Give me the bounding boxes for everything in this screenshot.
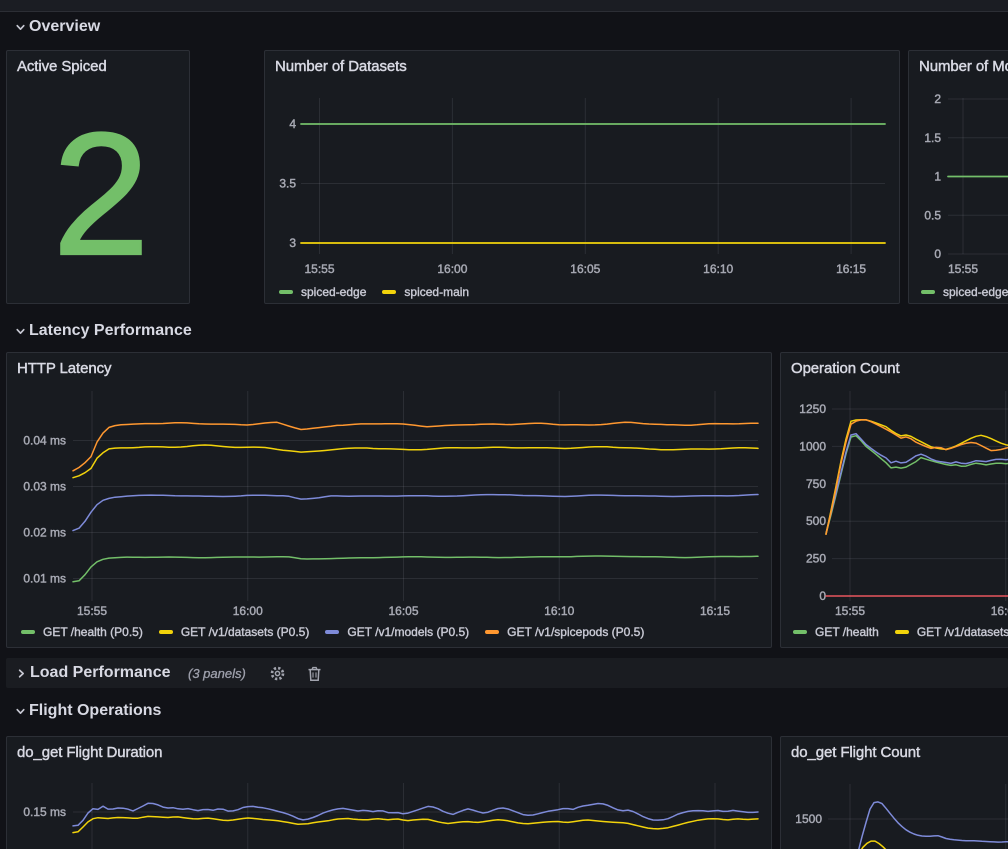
svg-text:16:00: 16:00: [991, 604, 1008, 618]
svg-text:0.03 ms: 0.03 ms: [23, 480, 66, 494]
svg-text:0.5: 0.5: [924, 208, 941, 222]
svg-text:15:55: 15:55: [304, 262, 334, 276]
svg-text:750: 750: [806, 477, 826, 491]
svg-text:0: 0: [819, 589, 826, 603]
svg-text:16:10: 16:10: [544, 604, 574, 618]
svg-text:15:55: 15:55: [835, 604, 865, 618]
svg-text:16:00: 16:00: [437, 262, 467, 276]
svg-text:1250: 1250: [799, 402, 826, 416]
svg-text:16:05: 16:05: [570, 262, 600, 276]
svg-text:16:15: 16:15: [700, 604, 730, 618]
svg-text:2: 2: [934, 92, 941, 106]
svg-text:1.5: 1.5: [924, 131, 941, 145]
svg-text:1500: 1500: [795, 812, 822, 826]
svg-text:0.02 ms: 0.02 ms: [23, 526, 66, 540]
svg-text:0.04 ms: 0.04 ms: [23, 434, 66, 448]
svg-text:16:15: 16:15: [836, 262, 866, 276]
svg-text:16:05: 16:05: [388, 604, 418, 618]
svg-text:1000: 1000: [799, 439, 826, 453]
svg-text:500: 500: [806, 514, 826, 528]
svg-text:4: 4: [289, 117, 296, 131]
svg-text:250: 250: [806, 552, 826, 566]
svg-text:3.5: 3.5: [279, 177, 296, 191]
svg-text:3: 3: [289, 236, 296, 250]
svg-text:0.15 ms: 0.15 ms: [23, 805, 66, 819]
svg-text:1: 1: [934, 170, 941, 184]
svg-text:0.01 ms: 0.01 ms: [23, 572, 66, 586]
svg-text:16:10: 16:10: [703, 262, 733, 276]
svg-text:15:55: 15:55: [77, 604, 107, 618]
svg-text:16:00: 16:00: [233, 604, 263, 618]
svg-text:0: 0: [934, 247, 941, 261]
svg-text:15:55: 15:55: [948, 262, 978, 276]
